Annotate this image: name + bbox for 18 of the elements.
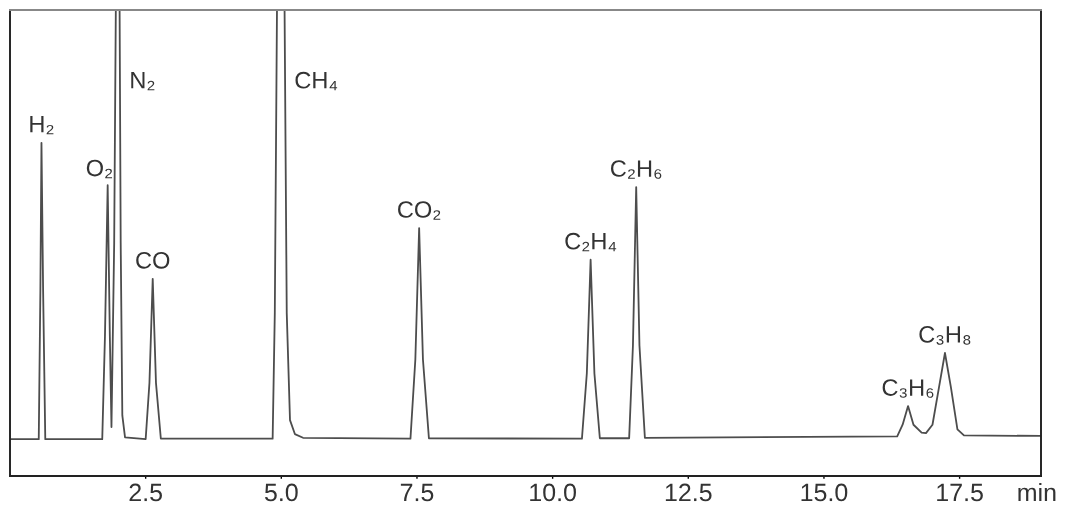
annotation: C₃H₈ xyxy=(919,326,971,345)
annotation: C₂H₆ xyxy=(611,160,662,179)
x-tick-label: 5.0 xyxy=(264,483,298,502)
x-tick-label: 7.5 xyxy=(400,483,434,502)
x-axis-title: min xyxy=(1018,483,1056,502)
annotation: CO xyxy=(136,251,170,269)
x-tick-label: 2.5 xyxy=(129,483,162,502)
annotation: N₂ xyxy=(131,72,155,91)
annotation: C₂H₄ xyxy=(565,232,617,252)
annotation: C₃H₆ xyxy=(882,379,934,398)
annotation: O₂ xyxy=(86,159,113,179)
x-tick-label: 10.0 xyxy=(530,483,576,502)
x-tick-label: 15.0 xyxy=(801,483,848,502)
x-tick-label: 12.5 xyxy=(665,483,712,502)
annotation: CO₂ xyxy=(398,201,441,220)
annotation: CH₄ xyxy=(295,71,338,91)
x-tick-label: 17.5 xyxy=(937,483,983,502)
annotation: H₂ xyxy=(30,116,54,135)
